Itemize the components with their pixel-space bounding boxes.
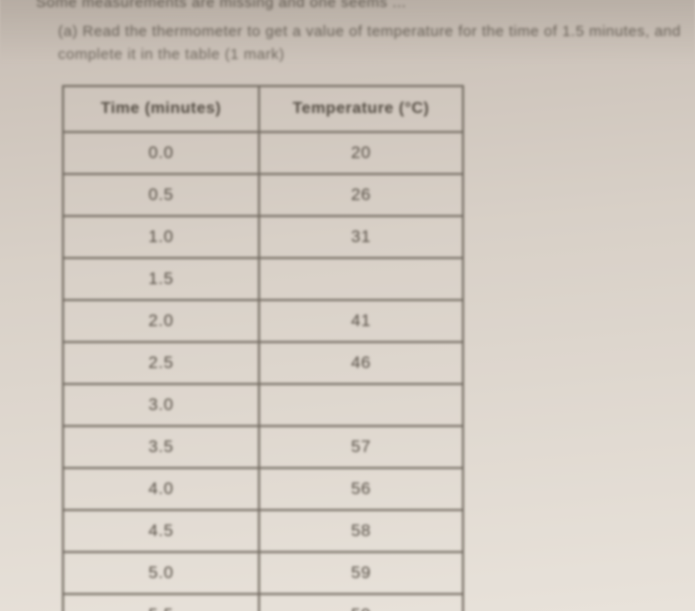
cell-temp: 31 bbox=[259, 216, 463, 258]
table-row: 1.0 31 bbox=[63, 216, 463, 258]
cell-time: 3.0 bbox=[63, 384, 259, 426]
table-row: 5.0 59 bbox=[63, 552, 463, 594]
cell-temp: 41 bbox=[259, 300, 463, 342]
cell-time: 4.5 bbox=[63, 510, 259, 552]
question-part-a-line2: complete it in the table (1 mark) bbox=[58, 46, 655, 63]
intro-line-truncated: Some measurements are missing and one se… bbox=[36, 0, 655, 11]
cell-time: 4.0 bbox=[63, 468, 259, 510]
header-time: Time (minutes) bbox=[63, 86, 259, 132]
table-row: 3.0 bbox=[63, 384, 463, 426]
cell-temp: 59 bbox=[259, 552, 463, 594]
cell-temp: 58 bbox=[259, 510, 463, 552]
table-row: 4.5 58 bbox=[63, 510, 463, 552]
table-row: 4.0 56 bbox=[63, 468, 463, 510]
table-row: 1.5 bbox=[63, 258, 463, 300]
table-header-row: Time (minutes) Temperature (°C) bbox=[63, 86, 463, 132]
cell-temp bbox=[259, 258, 463, 300]
table-row: 2.5 46 bbox=[63, 342, 463, 384]
header-temperature: Temperature (°C) bbox=[259, 86, 463, 132]
question-part-a-line1: (a) Read the thermometer to get a value … bbox=[58, 23, 655, 40]
cell-time: 1.5 bbox=[63, 258, 259, 300]
cell-time: 0.5 bbox=[63, 174, 259, 216]
cell-time: 0.0 bbox=[63, 132, 259, 174]
table-row: 5.5 59 bbox=[63, 594, 463, 611]
cell-time: 2.0 bbox=[63, 300, 259, 342]
cell-temp: 56 bbox=[259, 468, 463, 510]
cell-time: 2.5 bbox=[63, 342, 259, 384]
cell-time: 3.5 bbox=[63, 426, 259, 468]
cell-temp: 46 bbox=[259, 342, 463, 384]
table-row: 0.0 20 bbox=[63, 132, 463, 174]
cell-temp: 57 bbox=[259, 426, 463, 468]
cell-temp: 26 bbox=[259, 174, 463, 216]
cell-temp bbox=[259, 384, 463, 426]
cell-temp: 20 bbox=[259, 132, 463, 174]
cell-time: 5.0 bbox=[63, 552, 259, 594]
cell-temp: 59 bbox=[259, 594, 463, 611]
worksheet-page: Some measurements are missing and one se… bbox=[0, 0, 695, 611]
data-table: Time (minutes) Temperature (°C) 0.0 20 0… bbox=[62, 85, 464, 611]
table-row: 3.5 57 bbox=[63, 426, 463, 468]
table-row: 0.5 26 bbox=[63, 174, 463, 216]
cell-time: 5.5 bbox=[63, 594, 259, 611]
table-row: 2.0 41 bbox=[63, 300, 463, 342]
cell-time: 1.0 bbox=[63, 216, 259, 258]
